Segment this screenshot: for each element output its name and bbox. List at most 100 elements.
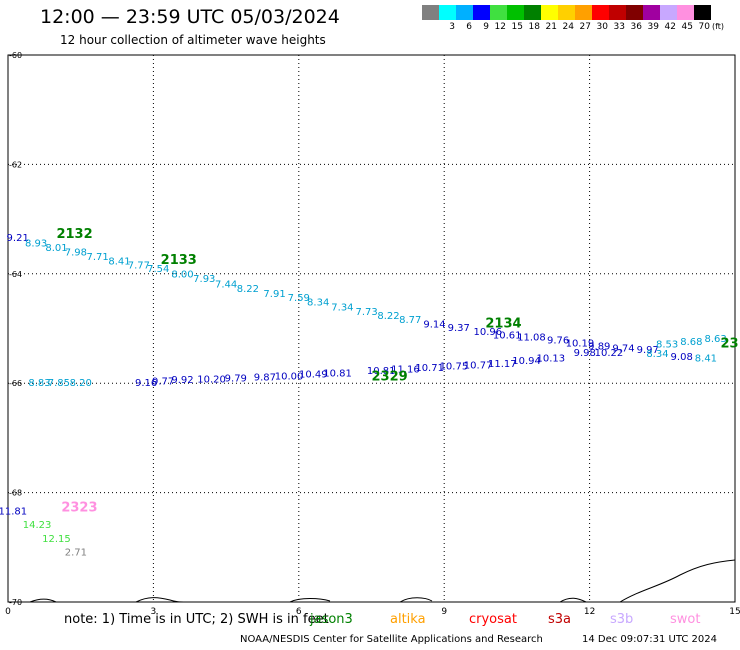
wave-height-reading: 8.77 [399, 315, 421, 326]
wave-height-reading: 10.00 [275, 371, 304, 382]
wave-height-reading: 9.87 [254, 372, 276, 383]
legend-swatch [575, 5, 592, 20]
wave-height-reading: 8.01 [45, 243, 67, 254]
legend-label: 15 [511, 22, 523, 32]
legend-swatch [473, 5, 490, 20]
wave-height-reading: 11.81 [0, 506, 27, 517]
wave-height-reading: 7.54 [147, 264, 169, 275]
map-grid [8, 55, 735, 602]
wave-height-reading: 9.92 [171, 375, 193, 386]
x-tick-label: 15 [729, 607, 740, 617]
coastline-outline [29, 559, 736, 603]
wave-height-reading: 9.74 [612, 343, 634, 354]
wave-height-reading: 7.59 [288, 293, 310, 304]
y-tick-label: -60 [9, 51, 22, 60]
x-tick-label: 3 [151, 607, 157, 617]
wave-height-color-legend: 3 6 9 12 15 18 21 24 27 30 33 36 39 42 45 70 (ft) [422, 5, 724, 32]
y-tick-label: -66 [9, 379, 22, 388]
wave-height-reading: 8.53 [656, 340, 678, 351]
wave-height-reading: 10.71 [415, 363, 444, 374]
legend-swatches [422, 5, 711, 20]
wave-height-reading: 7.93 [193, 274, 215, 285]
legend-swatch [609, 5, 626, 20]
legend-unit: (ft) [712, 22, 725, 31]
mission-cryosat: cryosat [469, 612, 517, 627]
x-tick-label: 9 [441, 607, 447, 617]
legend-label: 33 [613, 22, 625, 32]
mission-s3b: s3b [610, 612, 634, 627]
wave-height-reading: 9.16 [135, 378, 157, 389]
pass-label-2132: 2132 [56, 227, 92, 242]
x-tick-label: 0 [5, 607, 11, 617]
wave-height-reading: 8.68 [680, 337, 702, 348]
wave-height-reading: 12.15 [42, 534, 71, 545]
wave-height-reading: 10.94 [512, 356, 541, 367]
x-tick-label: 6 [296, 607, 302, 617]
legend-swatch [439, 5, 456, 20]
legend-swatch [643, 5, 660, 20]
wave-height-reading: 10.81 [323, 369, 352, 380]
mission-swot: swot [670, 612, 701, 627]
wave-height-reading: 9.14 [423, 319, 445, 330]
legend-labels: 3 6 9 12 15 18 21 24 27 30 33 36 39 42 45 70 [422, 22, 711, 32]
legend-swatch [507, 5, 524, 20]
legend-label: 30 [596, 22, 608, 32]
legend-swatch [626, 5, 643, 20]
map-frame [7, 54, 736, 603]
wave-height-reading: 10.20 [197, 375, 226, 386]
legend-label: 27 [579, 22, 591, 32]
wave-height-reading: 10.19 [566, 339, 595, 350]
legend-swatch [524, 5, 541, 20]
wave-height-reading: 8.93 [25, 238, 47, 249]
generated-timestamp: 14 Dec 09:07:31 UTC 2024 [582, 634, 717, 645]
x-axis-ticks: 0 3 6 9 12 15 [5, 607, 740, 617]
wave-height-reading: 11.17 [488, 359, 517, 370]
wave-height-reading: 9.79 [225, 374, 247, 385]
wave-height-reading: 8.22 [237, 284, 259, 295]
legend-swatch [694, 5, 711, 20]
legend-swatch [422, 5, 439, 20]
pass-labels: 2132 2133 2134 2329 2323 23 [56, 227, 738, 516]
wave-height-reading: 2.71 [65, 548, 87, 559]
legend-swatch [456, 5, 473, 20]
pass-label-23: 23 [720, 337, 738, 352]
legend-label: 18 [528, 22, 540, 32]
wave-height-reading: 7.34 [331, 302, 353, 313]
map-title: 12:00 — 23:59 UTC 05/03/2024 [40, 6, 340, 28]
legend-label: 70 [698, 22, 710, 32]
wave-height-reading: 8.00 [171, 270, 193, 281]
legend-label: 9 [483, 22, 489, 32]
wave-height-reading: 8.20 [70, 378, 92, 389]
legend-swatch [490, 5, 507, 20]
legend-label: 36 [630, 22, 642, 32]
wave-height-reading: 10.13 [537, 353, 566, 364]
wave-height-reading: 9.37 [448, 323, 470, 334]
credit-line: NOAA/NESDIS Center for Satellite Applica… [240, 634, 543, 645]
wave-height-reading: 10.77 [464, 360, 493, 371]
wave-height-reading: 7.71 [87, 252, 109, 263]
wave-height-reading: 7.77 [128, 260, 150, 271]
legend-label: 3 [449, 22, 455, 32]
legend-label: 12 [494, 22, 506, 32]
map-subtitle: 12 hour collection of altimeter wave hei… [60, 33, 326, 47]
wave-height-reading: 8.83 [28, 378, 50, 389]
wave-height-reading: 8.41 [695, 353, 717, 364]
wave-height-reading: 7.91 [263, 289, 285, 300]
wave-height-reading: 11.16 [391, 364, 420, 375]
wave-height-reading: 7.44 [215, 279, 237, 290]
wave-height-reading: 7.85 [48, 378, 70, 389]
legend-label: 45 [681, 22, 693, 32]
wave-height-reading: 7.98 [65, 248, 87, 259]
legend-label: 21 [545, 22, 557, 32]
wave-height-reading: 9.08 [671, 352, 693, 363]
wave-height-reading: 10.96 [473, 327, 502, 338]
y-tick-label: -62 [9, 160, 22, 169]
wave-height-reading: 8.22 [377, 311, 399, 322]
mission-s3a: s3a [548, 612, 572, 627]
wave-height-reading: 9.98 [574, 348, 596, 359]
legend-swatch [541, 5, 558, 20]
legend-swatch [592, 5, 609, 20]
wave-height-reading: 9.89 [588, 341, 610, 352]
mission-altika: altika [390, 612, 426, 627]
